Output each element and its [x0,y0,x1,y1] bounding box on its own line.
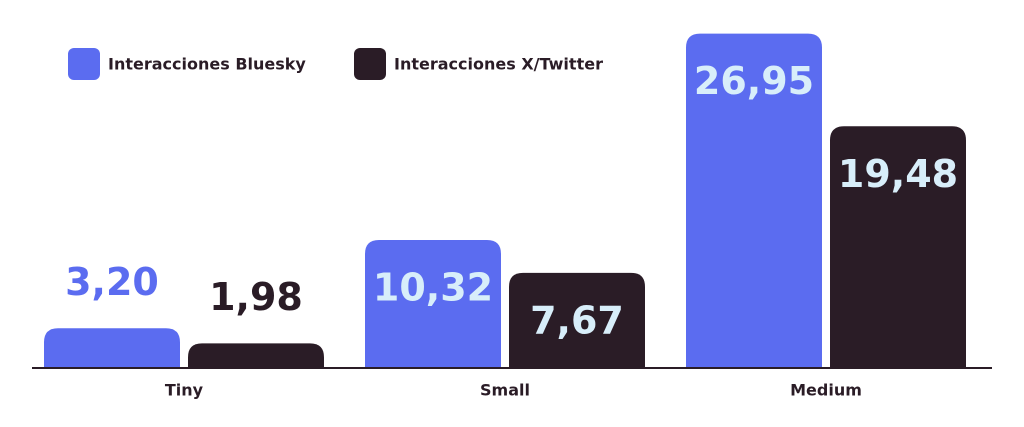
x-tick-label: Medium [790,381,862,400]
value-label: 26,95 [694,59,814,103]
value-label: 7,67 [530,298,624,342]
x-tick-label: Small [480,381,530,400]
bar [830,126,966,368]
legend-swatch [354,48,386,80]
bar [509,272,645,368]
value-label: 19,48 [838,152,958,196]
value-label: 1,98 [209,275,303,319]
bar [365,239,501,368]
value-label: 10,32 [373,265,493,309]
legend-swatch [68,48,100,80]
value-label: 3,20 [65,260,159,304]
bar [44,328,180,368]
legend-label: Interacciones X/Twitter [394,55,603,74]
bar [686,33,822,369]
bar [188,343,324,368]
legend-label: Interacciones Bluesky [108,55,306,74]
x-tick-label: Tiny [165,381,204,400]
